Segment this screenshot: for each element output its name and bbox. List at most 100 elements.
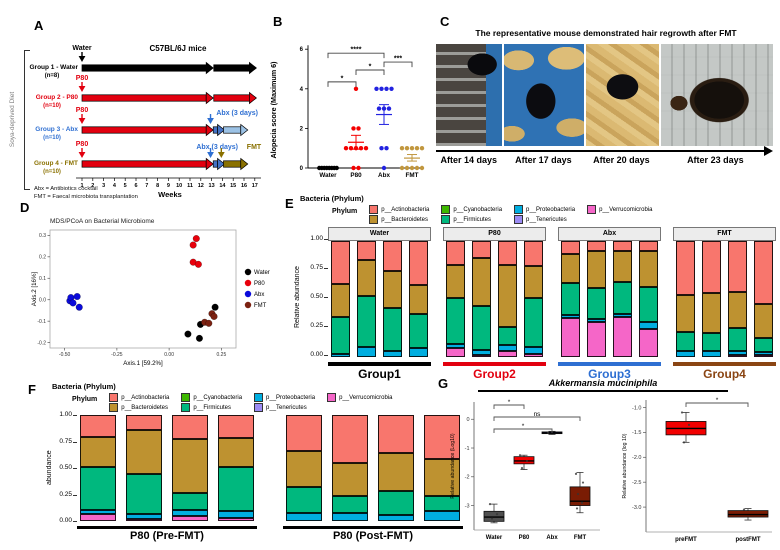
y-tick [73,521,77,522]
bar-segment [498,265,517,328]
y-axis-label: Relative abundance (log 10) [622,433,628,498]
y-tick [73,415,77,416]
legend-swatch [109,393,119,402]
bar-segment [498,351,517,357]
group-label: Group2 [473,367,516,381]
bar-segment [702,350,721,357]
panel-e-label: E [285,196,294,211]
bar-segment [424,495,460,512]
bar-segment [218,517,254,521]
bar-segment [524,297,543,347]
facet-strip: Abx [558,227,661,241]
akkermansia-boxplot-groups: 0 -1 -2 -3 Relative abundance (Log10) Water P8… [450,399,600,541]
y-tick [73,494,77,496]
y-tick-label: 0.00 [310,351,323,358]
significance-bracket [327,52,385,59]
bars-row [673,240,776,357]
jitter-point [574,472,578,476]
legend-label: p__Bacteroidetes [381,216,428,223]
legend-label: p__Firmicutes [193,404,232,411]
bar-segment [524,353,543,357]
y-tick-label: 0 [300,166,304,172]
week-number: 1 [80,183,83,189]
data-point [363,146,369,151]
stacked-bar [332,415,368,521]
stacked-bar-chart: abundance 0.00 0.25 0.50 0.75 1.00 P80 (Pre-FM… [46,411,463,542]
legend-swatch [254,393,264,402]
bar-segment [172,493,208,511]
bar-segment [498,327,517,346]
bar-segment [498,241,517,266]
legend-label: p__Cyanobacteria [193,394,243,401]
bar-segment [754,351,773,355]
data-point [386,106,392,111]
group-name: Group 3 - Abx [35,126,78,133]
data-point [384,146,389,151]
bar-segment [409,241,428,286]
bar-segment [446,297,465,345]
bar-segment [702,332,721,351]
bar-segment [524,265,543,298]
phylum-chart-title-f: Bacteria (Phylum) [52,382,116,391]
caption-17-days: After 17 days [515,155,572,165]
photo-strip [436,44,773,146]
bar-segment [728,355,747,357]
alopecia-scatter-chart: Alopecia score (Maximum 6)0246*********W… [269,45,425,179]
abx-marker-label: Abx (3 days) [216,110,258,117]
panel-d-pcoa: D MDS/PCoA on Bacterial Microbiome -0.50 -… [10,196,286,380]
bar-segment [218,511,254,518]
data-point [376,106,382,111]
data-point [73,292,81,301]
legend-swatch [244,301,252,309]
week-number: 4 [113,183,117,189]
bar-segment [332,495,368,513]
legend-column: p__Cyanobacteria p__Firmicutes [181,393,242,412]
legend-column: p__Actinobacteria p__Bacteroidetes [369,205,429,224]
timeline-arrow [213,94,250,102]
bar-segment [587,318,606,322]
week-number: 3 [102,183,105,189]
bar-segment [446,344,465,349]
jitter-point [546,431,550,434]
bar-segment [613,316,632,357]
bar-segment [332,415,368,463]
timeline-arrow [212,160,218,168]
bar-segment [218,438,254,467]
bars-row [558,241,661,357]
stacked-bar [446,241,465,357]
legend-label: p__Tenericutes [266,404,307,411]
panel-d-label: D [20,200,30,215]
bar-segment [702,293,721,333]
y-tick-label: 0.2 [39,255,46,261]
legend-column: p__Verrucomicrobia [327,393,392,402]
legend-entry: p__Actinobacteria [109,393,169,402]
y-tick-label: 6 [300,47,304,53]
bar-segment [728,240,747,292]
stacked-bar [286,415,322,521]
bar-segment [524,346,543,354]
facet: P80 Group2 [443,227,546,381]
x-category-label: Abx [378,172,390,179]
timeline-arrow [212,126,218,134]
bar-segment [472,305,491,350]
data-point [358,146,364,151]
jitter-point [742,508,746,511]
stacked-bar [676,241,695,357]
legend-swatch [254,403,264,412]
x-category-label: Water [319,172,337,179]
legend-column: p__Verrucomicrobia [587,205,652,214]
phylum-chart-title-e: Bacteria (Phylum) [300,194,364,203]
data-point [343,146,349,151]
timeline-arrowhead [205,61,214,75]
legend-entry: p__Firmicutes [441,215,502,224]
y-axis-label: Alopecia score (Maximum 6) [269,61,278,159]
bar-segment [613,313,632,317]
bar-segment [472,349,491,355]
stacked-bar [524,241,543,357]
bar-segment [613,251,632,282]
data-point [194,260,202,268]
group-underline [283,526,463,529]
legend-entry: p__Cyanobacteria [181,393,242,402]
bar-segment [378,515,414,521]
